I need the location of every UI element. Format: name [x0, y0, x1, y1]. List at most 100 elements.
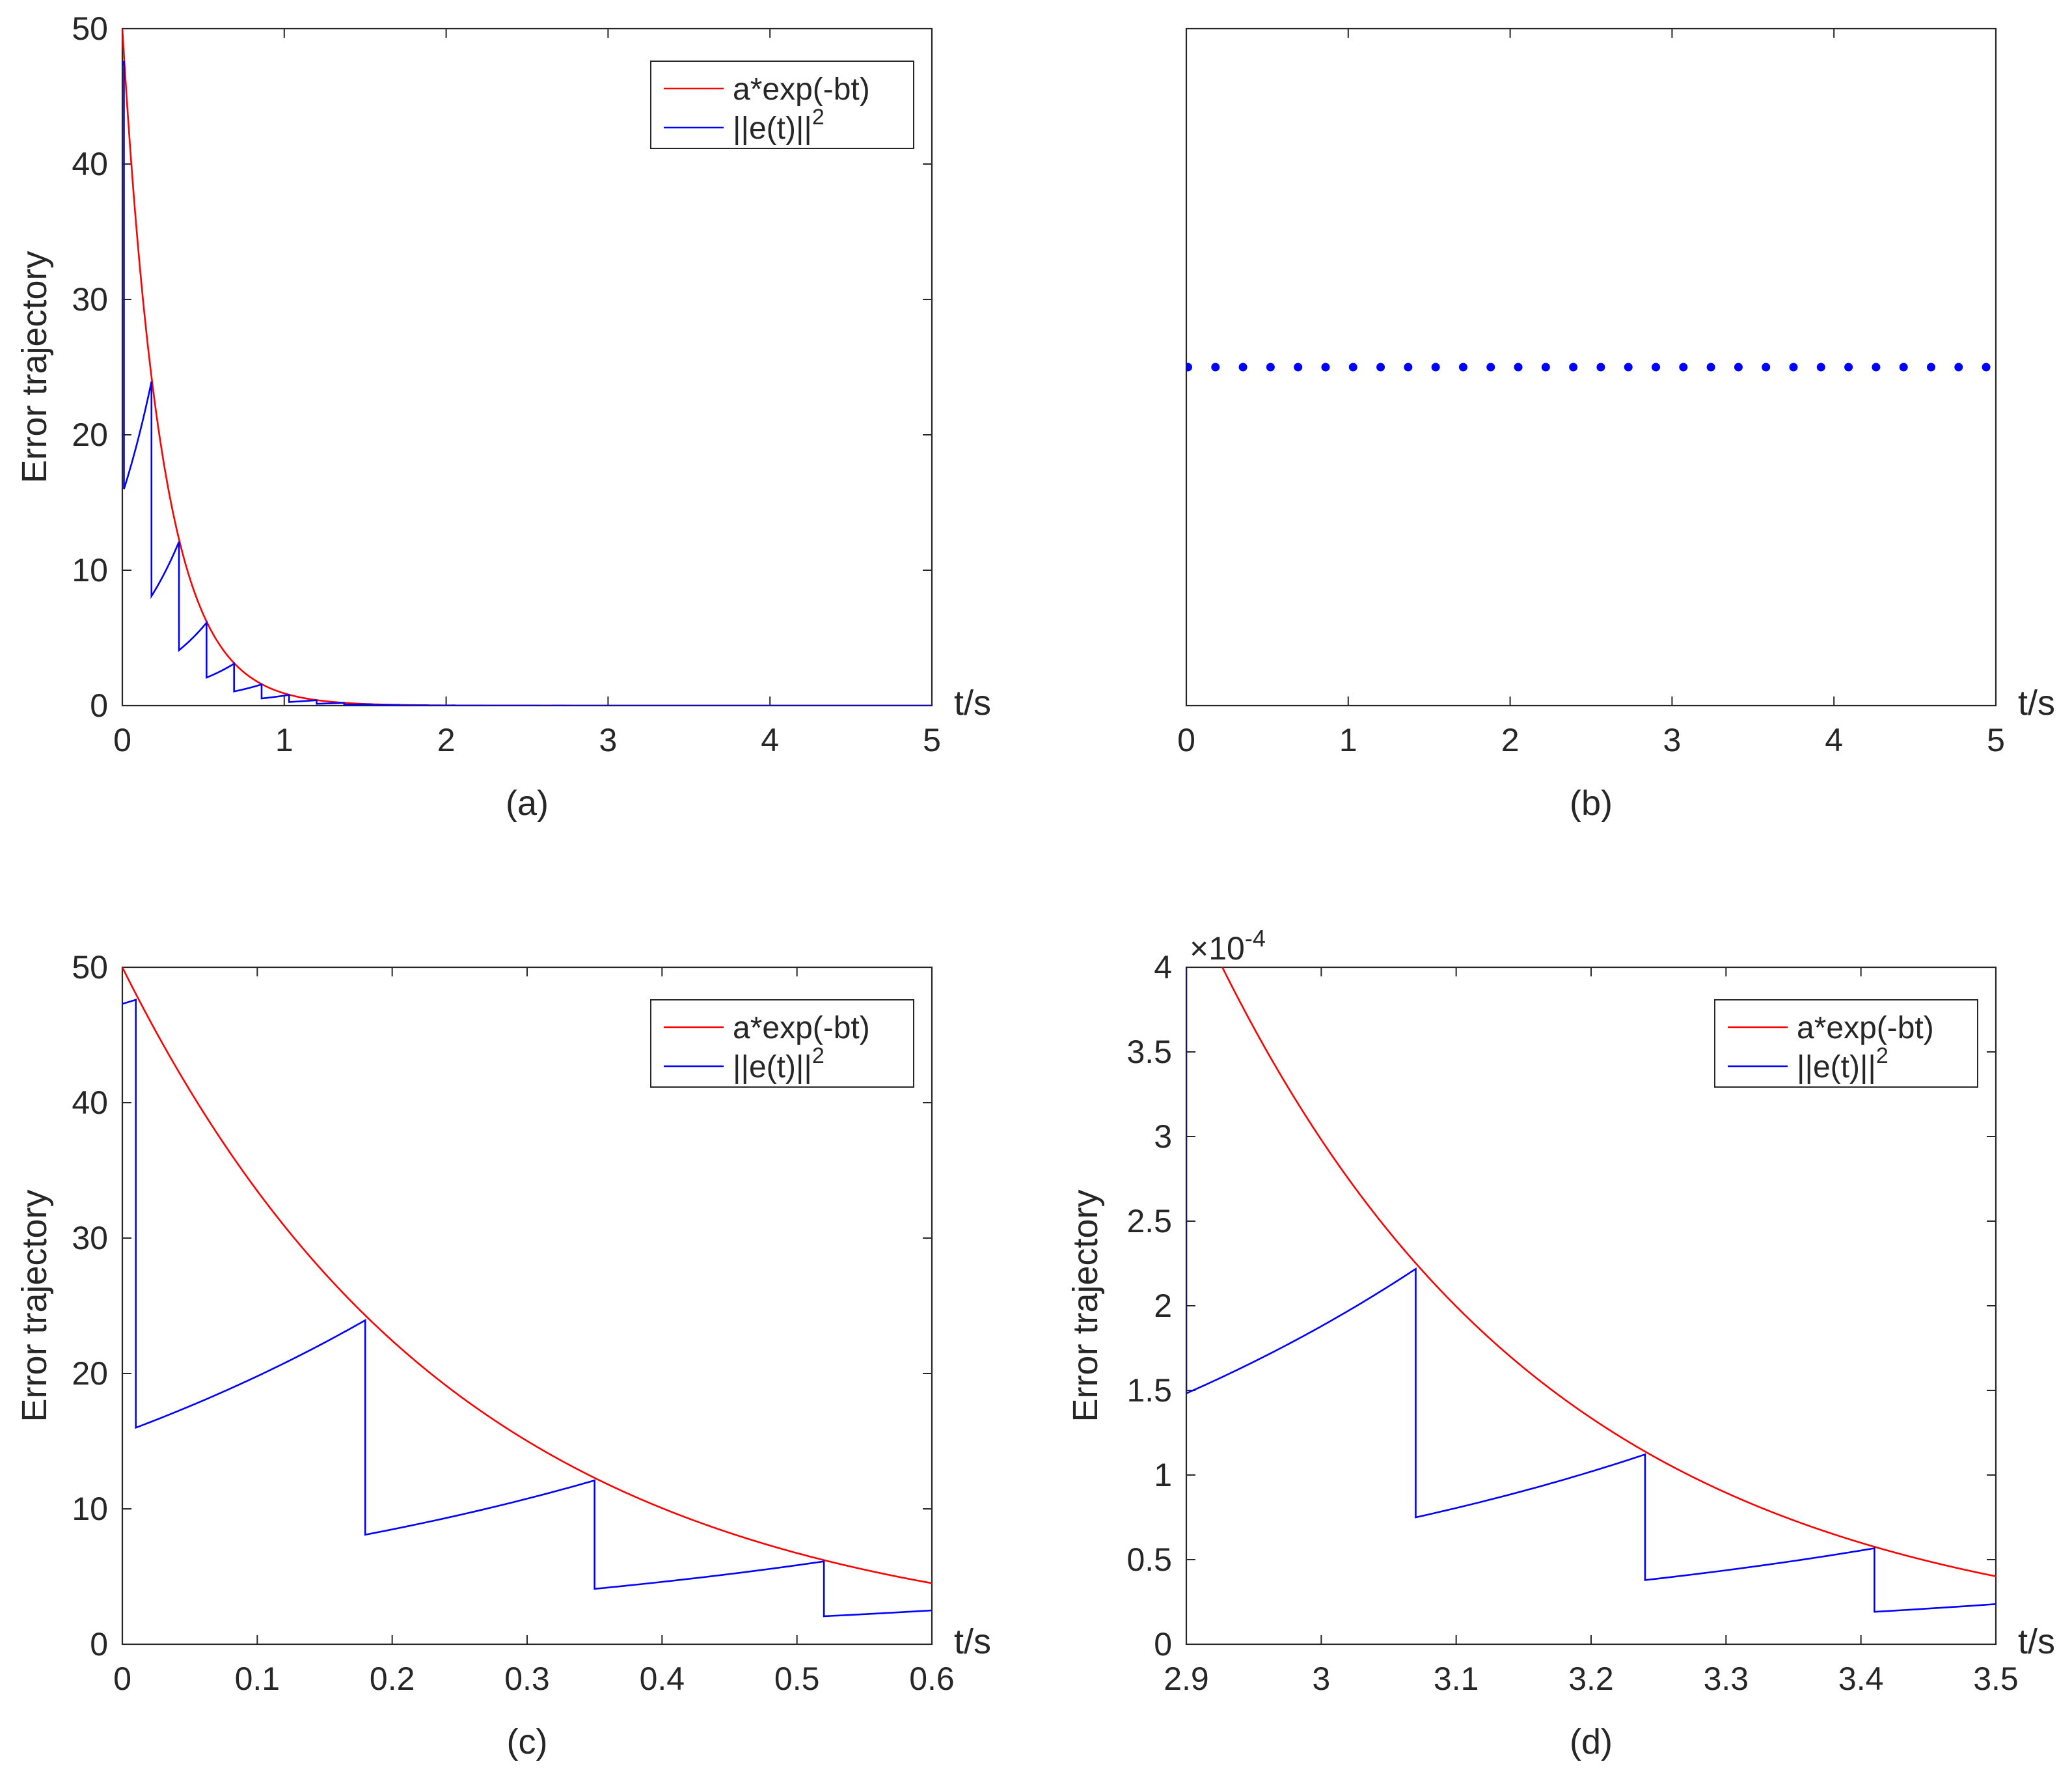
y-axis-label: Error trajectory [15, 251, 54, 483]
data-point [1844, 363, 1853, 372]
y-tick-label: 0 [90, 687, 108, 724]
subplot-caption: (a) [506, 784, 549, 823]
data-point [1982, 363, 1991, 372]
x-tick-label: 1 [1339, 722, 1357, 758]
x-tick-label: 0.2 [370, 1661, 415, 1697]
legend-box [1714, 999, 1978, 1088]
data-point [1624, 363, 1633, 372]
x-tick-label: 2.9 [1164, 1661, 1209, 1697]
y-axis-label: Error trajectory [1066, 1189, 1105, 1422]
data-point [1872, 363, 1881, 372]
legend-label: a*exp(-bt) [733, 1011, 870, 1045]
data-point [1596, 363, 1605, 372]
legend: a*exp(-bt)||e(t)||2 [650, 999, 914, 1088]
plot-area [1186, 363, 1991, 372]
legend: a*exp(-bt)||e(t)||2 [650, 61, 914, 149]
legend: a*exp(-bt)||e(t)||2 [1714, 999, 1978, 1088]
x-tick-label: 2 [1501, 722, 1520, 758]
y-tick-label: 1 [1154, 1457, 1172, 1493]
data-point [1514, 363, 1523, 372]
x-tick-label: 1 [275, 722, 293, 758]
y-tick-label: 50 [72, 949, 108, 986]
data-point [1458, 363, 1467, 372]
subplot-caption: (d) [1570, 1722, 1613, 1761]
y-tick-label: 20 [72, 1355, 108, 1392]
x-tick-label: 3.4 [1838, 1661, 1884, 1697]
y-tick-label: 2 [1154, 1288, 1172, 1324]
data-point [1899, 363, 1908, 372]
y-tick-label: 30 [72, 281, 108, 318]
x-tick-label: 3 [1663, 722, 1681, 758]
x-tick-label: 3.1 [1434, 1661, 1479, 1697]
axes-box [1185, 27, 1997, 707]
legend-box [650, 61, 914, 149]
legend-box [650, 999, 914, 1088]
chart-b: 0 1 2 3 4 5 t/s (b) [1177, 27, 2055, 823]
x-tick-label: 0.4 [640, 1661, 685, 1697]
y-axis-label: Error trajectory [15, 1189, 54, 1422]
series-line-envelope [122, 967, 932, 1584]
y-tick-label: 1.5 [1126, 1372, 1172, 1409]
data-point [1789, 363, 1798, 372]
y-tick-label: 40 [72, 1084, 108, 1121]
x-tick-label: 4 [761, 722, 779, 758]
y-tick-label: 10 [72, 1491, 108, 1527]
x-axis-label: t/s [2018, 1622, 2055, 1661]
plot-area [122, 29, 932, 706]
legend-label: ||e(t)||2 [1797, 1043, 1888, 1084]
x-tick-label: 0.1 [235, 1661, 280, 1697]
legend-label: a*exp(-bt) [733, 72, 870, 107]
x-axis-label: t/s [2018, 683, 2055, 723]
y-tick-label: 0 [1154, 1626, 1172, 1662]
data-point [1954, 363, 1963, 372]
y-tick-label: 0 [90, 1626, 108, 1662]
series-line-envelope [1221, 967, 1996, 1577]
y-tick-label: 30 [72, 1220, 108, 1256]
x-tick-label: 0.3 [504, 1661, 550, 1697]
y-tick-label: 40 [72, 146, 108, 182]
y-tick-label: 4 [1154, 949, 1172, 986]
x-tick-label: 5 [923, 722, 941, 758]
x-tick-label: 3.2 [1568, 1661, 1614, 1697]
data-point [1238, 363, 1247, 372]
y-tick-label: 0.5 [1126, 1541, 1172, 1578]
y-tick-label: 20 [72, 417, 108, 453]
data-point [1762, 363, 1771, 372]
data-point [1706, 363, 1715, 372]
data-point [1486, 363, 1495, 372]
chart-c: 0 0.1 0.2 0.3 0.4 0.5 0.6 0 10 20 30 40 50 t/s Error t… [15, 949, 991, 1761]
x-tick-label: 0 [113, 722, 131, 758]
y-tick-label: 50 [72, 10, 108, 47]
series-line-error [122, 61, 932, 706]
data-point [1266, 363, 1275, 372]
legend-label: ||e(t)||2 [733, 105, 825, 146]
data-point [1926, 363, 1935, 372]
exponent-label: ×10-4 [1190, 925, 1266, 967]
y-tick-label: 2.5 [1126, 1203, 1172, 1239]
x-tick-label: 5 [1987, 722, 2005, 758]
data-point [1321, 363, 1330, 372]
legend-label: a*exp(-bt) [1797, 1011, 1934, 1045]
x-tick-label: 0 [113, 1661, 131, 1697]
subplot-caption: (c) [507, 1722, 548, 1761]
y-tick-label: 10 [72, 552, 108, 588]
plot-area [0, 967, 1996, 1646]
data-point [1294, 363, 1303, 372]
y-tick-label: 3 [1154, 1118, 1172, 1155]
data-point [1431, 363, 1440, 372]
x-tick-label: 3 [1312, 1661, 1330, 1697]
subplot-caption: (b) [1570, 784, 1613, 823]
data-point [1541, 363, 1550, 372]
data-point [1404, 363, 1413, 372]
data-point [1348, 363, 1357, 372]
plot-area [122, 967, 932, 1618]
data-point [1211, 363, 1220, 372]
x-tick-label: 2 [437, 722, 456, 758]
data-point [1186, 363, 1192, 372]
x-tick-label: 3.3 [1704, 1661, 1749, 1697]
x-axis-label: t/s [954, 1622, 991, 1661]
x-tick-label: 0 [1177, 722, 1195, 758]
